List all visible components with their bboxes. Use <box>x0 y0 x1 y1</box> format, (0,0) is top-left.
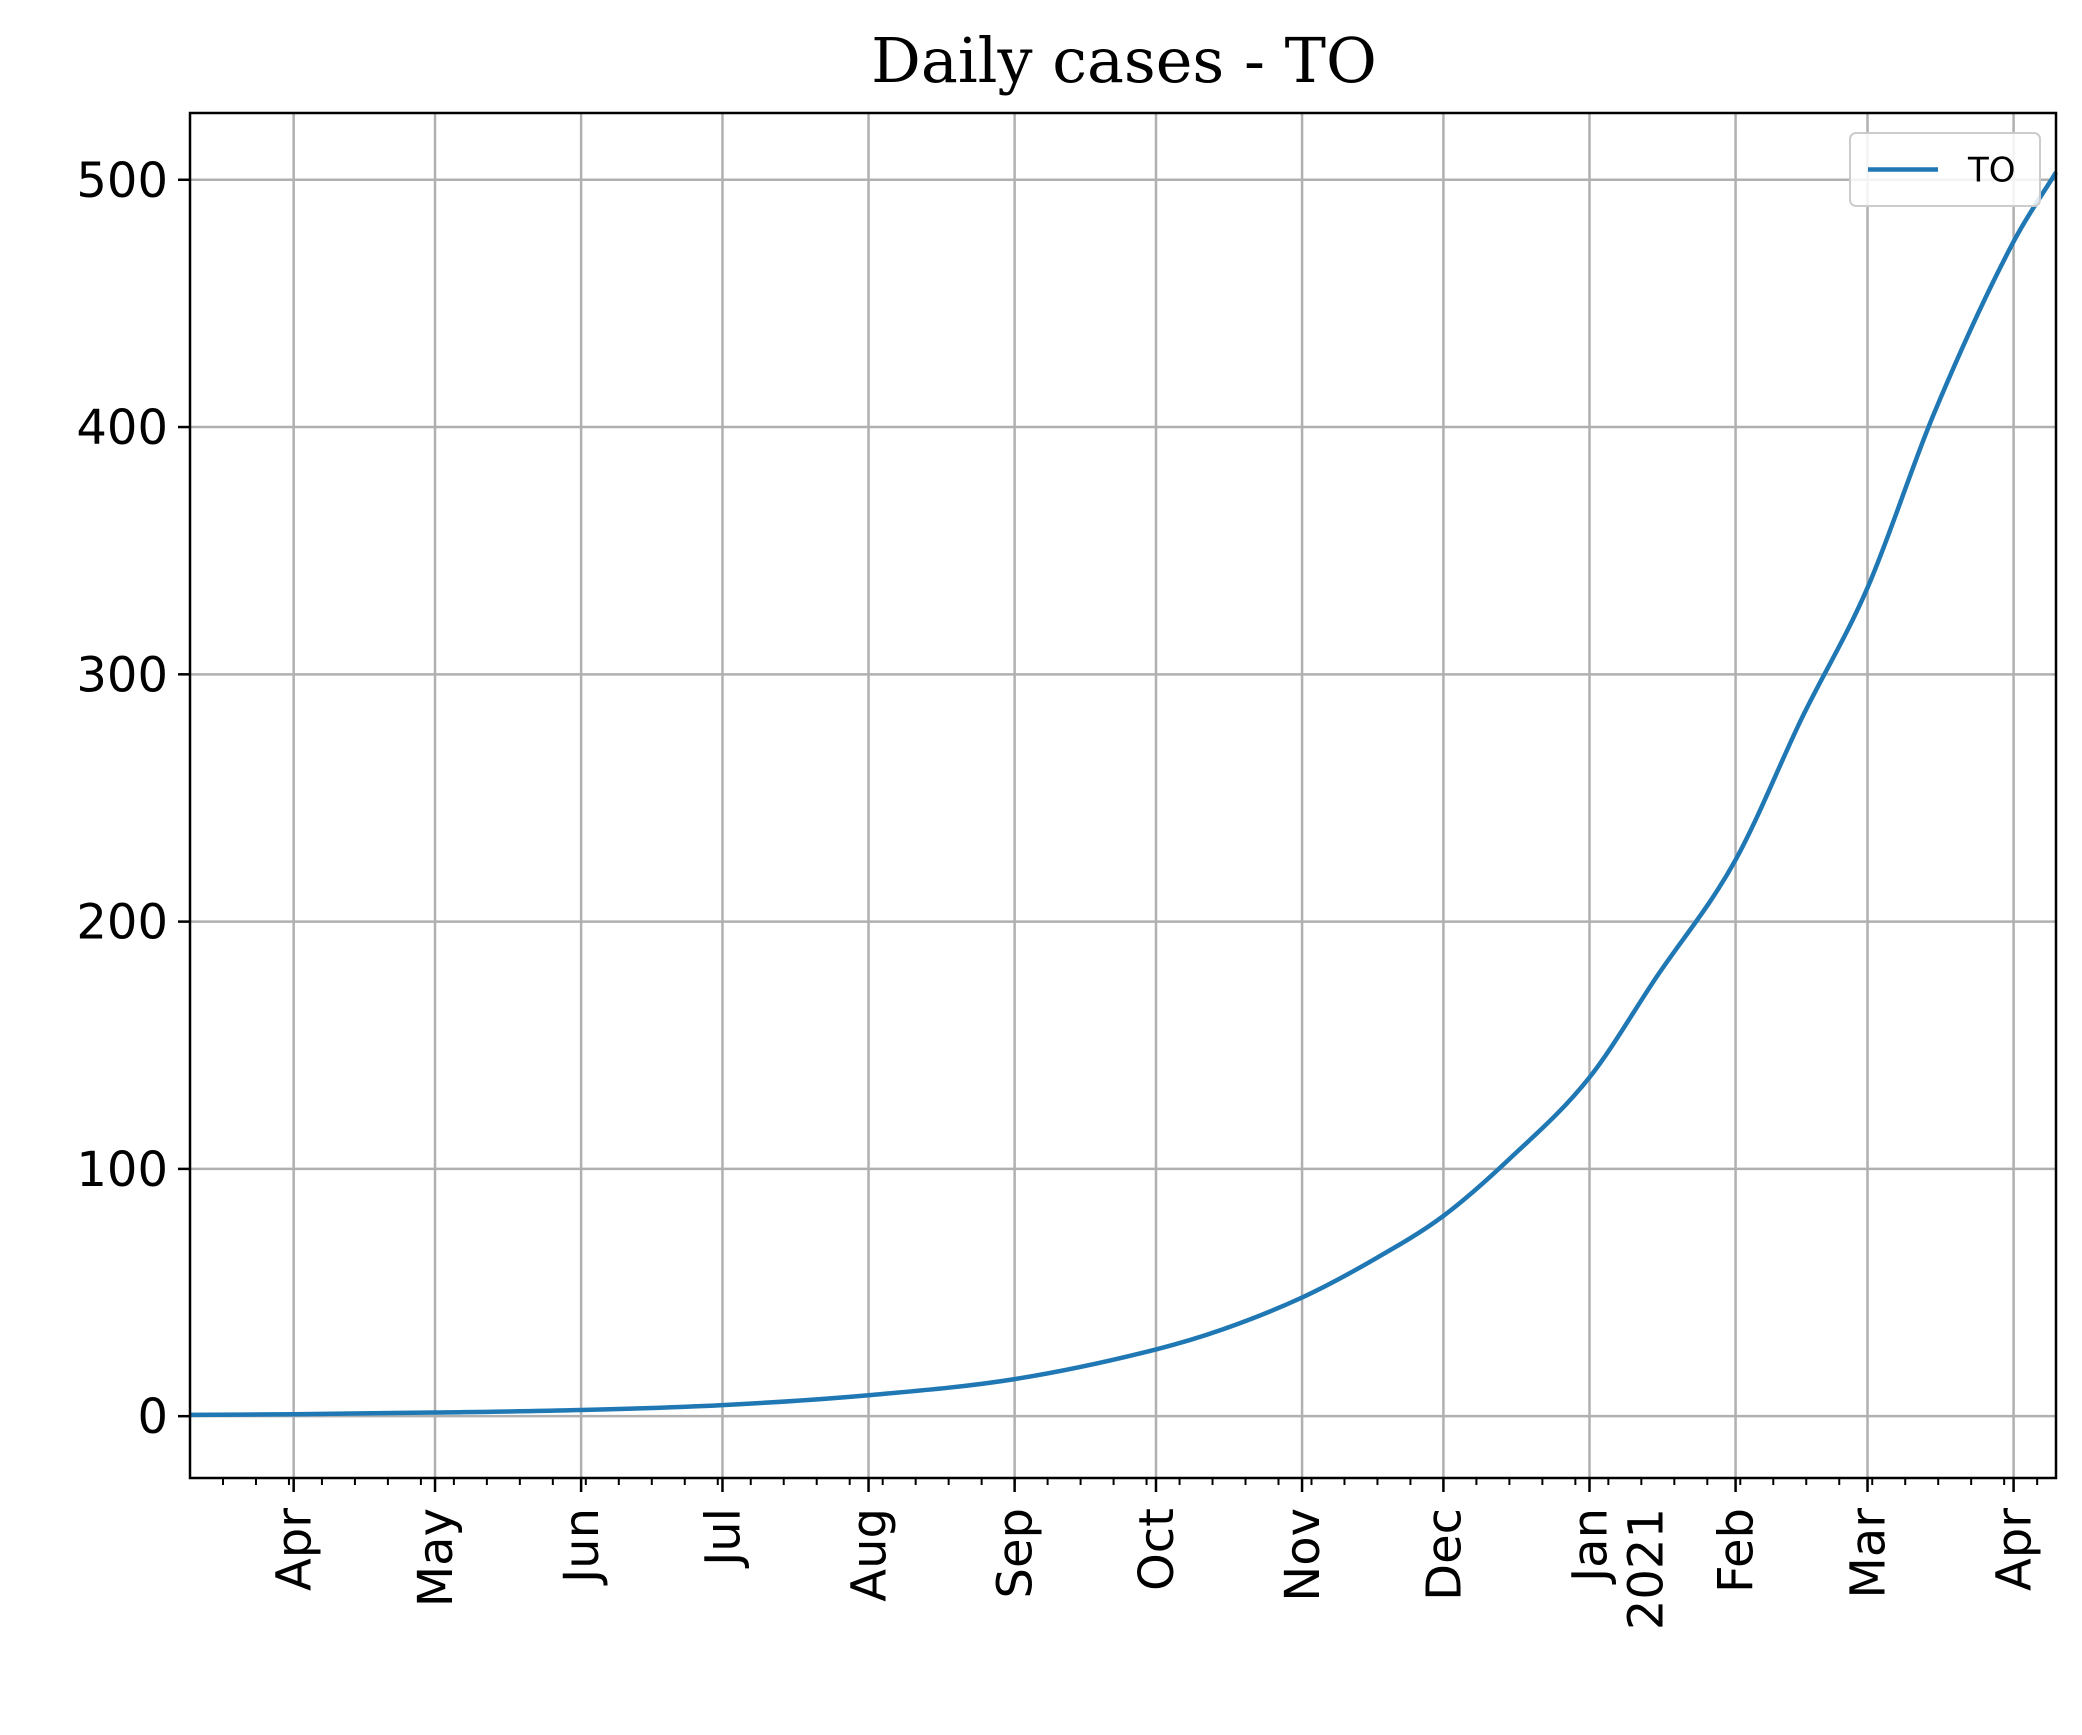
y-tick-label: 300 <box>76 647 168 703</box>
series-layer <box>189 171 2058 1418</box>
chart-title: Daily cases - TO <box>871 24 1377 97</box>
x-tick-label: Dec <box>1416 1508 1472 1601</box>
x-tick-label: Feb <box>1709 1508 1765 1593</box>
y-tick-label: 100 <box>76 1142 168 1198</box>
x-tick-label: Apr <box>267 1508 323 1591</box>
x-tick-label: Sep <box>988 1508 1044 1598</box>
x-tick-label: Jun <box>554 1508 610 1586</box>
y-tick-label: 500 <box>76 153 168 209</box>
x-tick-label: May <box>408 1508 464 1607</box>
legend: TO <box>1849 132 2041 207</box>
legend-box <box>1849 132 2041 207</box>
y-tick-label: 200 <box>76 895 168 951</box>
x-tick-label: Jan2021 <box>1563 1508 1675 1630</box>
plot-frame <box>188 111 2058 1480</box>
x-tick-label: Oct <box>1129 1508 1185 1591</box>
y-tick-label: 400 <box>76 400 168 456</box>
x-tick-label: Apr <box>1987 1508 2043 1591</box>
series-line-to <box>189 171 2058 1418</box>
x-tick-label: Aug <box>842 1508 898 1602</box>
x-tick-label: Jul <box>695 1508 751 1569</box>
grid <box>190 113 2056 1478</box>
axes: 0 100 200 300 400 500 Apr May Jun Jul Aug Sep Oct Nov… <box>76 153 2042 1630</box>
x-tick-label: Mar <box>1841 1508 1897 1599</box>
x-tick-label: Nov <box>1275 1508 1331 1602</box>
y-tick-label: 0 <box>137 1389 168 1445</box>
legend-label: TO <box>1967 151 2016 191</box>
